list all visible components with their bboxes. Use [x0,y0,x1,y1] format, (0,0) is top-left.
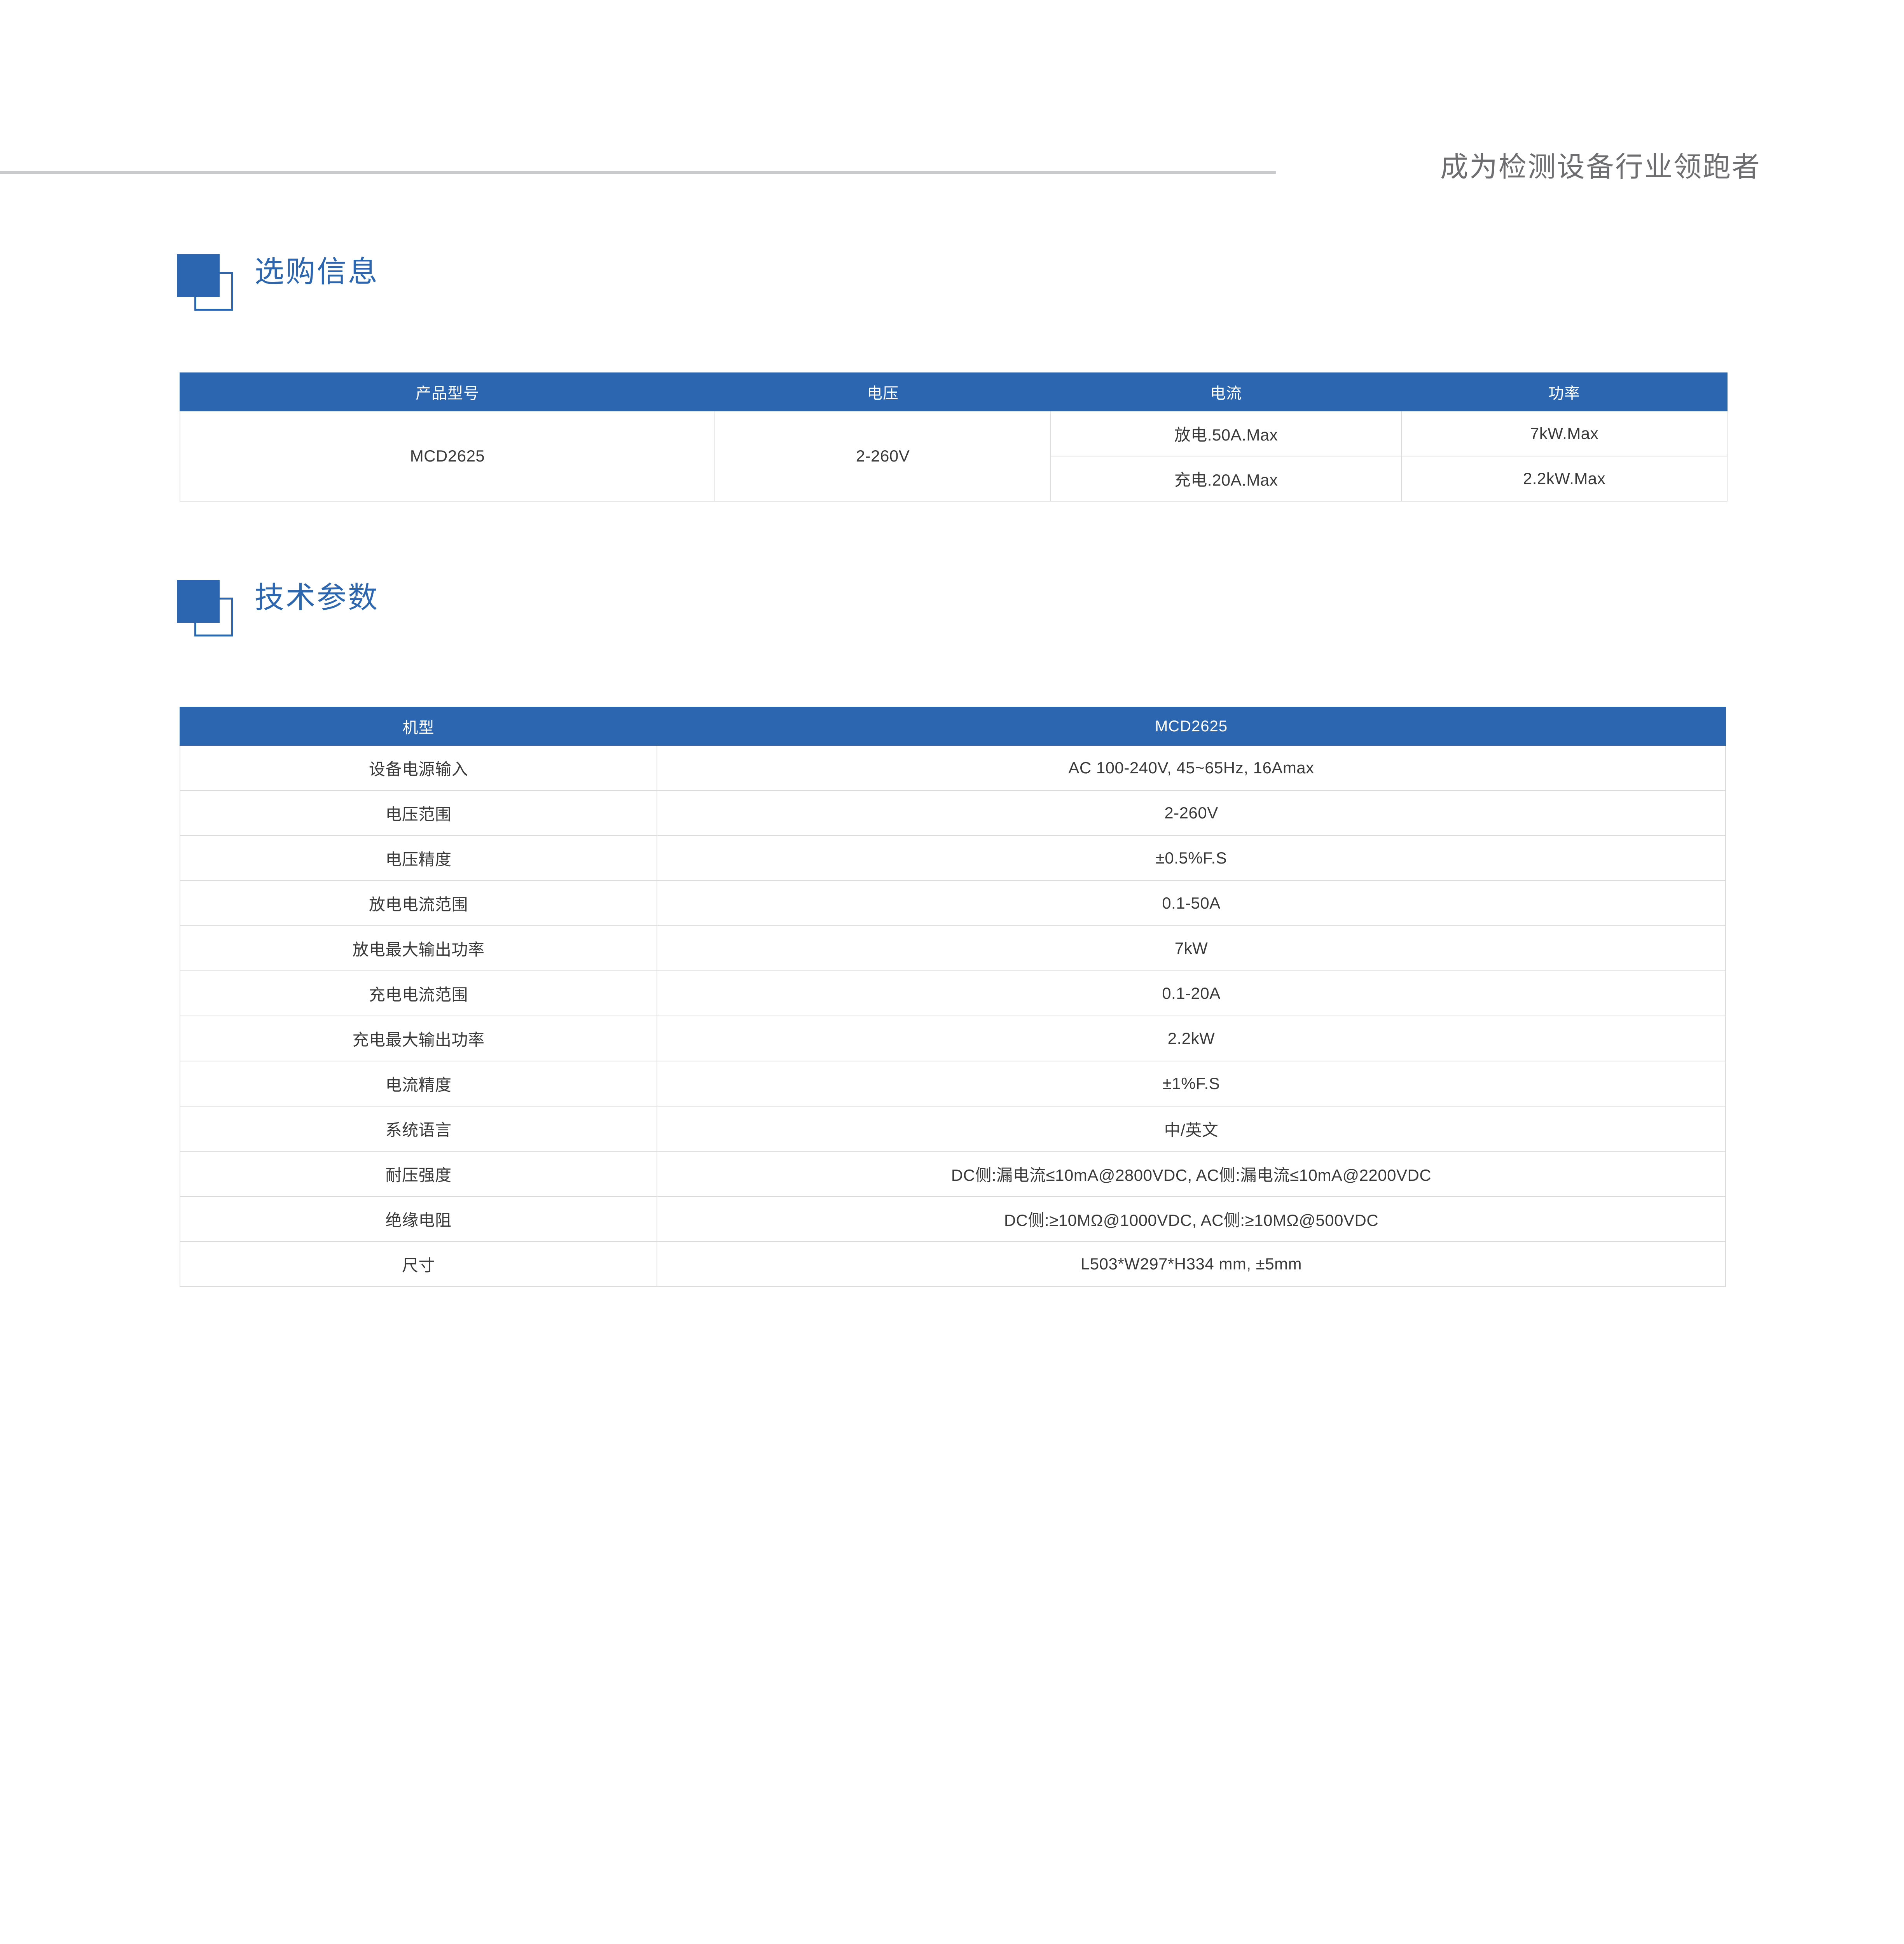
column-header-machine-type: 机型 [180,707,657,746]
spec-value: 2-260V [657,790,1726,836]
spec-label: 电压范围 [180,790,657,836]
cell-power-charge: 2.2kW.Max [1401,456,1728,502]
optional-info-table: 产品型号 电压 电流 功率 MCD2625 2-260V 放电.50A.Max … [180,372,1728,502]
spec-value: 中/英文 [657,1106,1726,1152]
spec-label: 放电电流范围 [180,880,657,926]
optional-info-table-head: 产品型号 电压 电流 功率 [180,372,1728,411]
section-heading-optional-info: 选购信息 [0,249,1904,323]
spec-value: DC侧:≥10MΩ@1000VDC, AC侧:≥10MΩ@500VDC [657,1196,1726,1242]
spec-label: 设备电源输入 [180,745,657,791]
spec-value: L503*W297*H334 mm, ±5mm [657,1241,1726,1287]
column-header-model: 产品型号 [180,372,715,411]
spec-label: 充电最大输出功率 [180,1016,657,1061]
square-filled-icon [177,580,220,623]
section-tech-params: 技术参数 [0,575,1904,649]
spec-label: 尺寸 [180,1241,657,1287]
optional-info-table-body: MCD2625 2-260V 放电.50A.Max 7kW.Max 充电.20A… [180,411,1728,502]
column-header-voltage: 电压 [714,372,1051,411]
section-optional-info: 选购信息 [0,249,1904,323]
spec-label: 电压精度 [180,835,657,881]
cell-model: MCD2625 [180,411,715,502]
square-filled-icon [177,254,220,297]
section-title-optional-info: 选购信息 [255,255,379,288]
header-divider [0,171,1276,174]
spec-value: ±1%F.S [657,1061,1726,1107]
spec-label: 放电最大输出功率 [180,925,657,971]
spec-value: ±0.5%F.S [657,835,1726,881]
cell-power-discharge: 7kW.Max [1401,411,1728,456]
spec-label: 系统语言 [180,1106,657,1152]
cell-current-discharge: 放电.50A.Max [1050,411,1402,456]
table-row: 放电最大输出功率 7kW [180,925,1726,971]
table-row: 电压范围 2-260V [180,790,1726,836]
tech-params-table: 机型 MCD2625 设备电源输入 AC 100-240V, 45~65Hz, … [180,707,1726,1287]
spec-value: DC侧:漏电流≤10mA@2800VDC, AC侧:漏电流≤10mA@2200V… [657,1151,1726,1197]
square-badge-icon [177,580,236,639]
spec-value: AC 100-240V, 45~65Hz, 16Amax [657,745,1726,791]
table-row: 充电电流范围 0.1-20A [180,970,1726,1016]
section-heading-tech-params: 技术参数 [0,575,1904,649]
spec-label: 充电电流范围 [180,970,657,1016]
spec-value: 0.1-20A [657,970,1726,1016]
cell-voltage: 2-260V [714,411,1051,502]
table-row: 绝缘电阻 DC侧:≥10MΩ@1000VDC, AC侧:≥10MΩ@500VDC [180,1196,1726,1242]
table-row: 充电最大输出功率 2.2kW [180,1016,1726,1061]
tech-params-table-body: 设备电源输入 AC 100-240V, 45~65Hz, 16Amax 电压范围… [180,745,1726,1287]
table-row: 耐压强度 DC侧:漏电流≤10mA@2800VDC, AC侧:漏电流≤10mA@… [180,1151,1726,1197]
table-row: 设备电源输入 AC 100-240V, 45~65Hz, 16Amax [180,745,1726,791]
table-row: 放电电流范围 0.1-50A [180,880,1726,926]
column-header-model-value: MCD2625 [657,707,1726,746]
tech-params-table-head: 机型 MCD2625 [180,707,1726,746]
header-tagline: 成为检测设备行业领跑者 [1440,152,1761,183]
table-header-row: 产品型号 电压 电流 功率 [180,372,1728,411]
table-row: 尺寸 L503*W297*H334 mm, ±5mm [180,1241,1726,1287]
spec-value: 0.1-50A [657,880,1726,926]
square-badge-icon [177,254,236,313]
table-row: MCD2625 2-260V 放电.50A.Max 7kW.Max [180,411,1728,502]
table-row: 充电.20A.Max 2.2kW.Max [180,456,1728,502]
table-header-row: 机型 MCD2625 [180,707,1726,746]
page-header: 成为检测设备行业领跑者 [0,0,1904,202]
spec-label: 耐压强度 [180,1151,657,1197]
spec-value: 7kW [657,925,1726,971]
table-row: 电流精度 ±1%F.S [180,1061,1726,1107]
table-row: 系统语言 中/英文 [180,1106,1726,1152]
spec-label: 电流精度 [180,1061,657,1107]
spec-value: 2.2kW [657,1016,1726,1061]
section-title-tech-params: 技术参数 [255,581,379,614]
cell-current-charge: 充电.20A.Max [1050,456,1402,502]
table-row: 电压精度 ±0.5%F.S [180,835,1726,881]
spec-label: 绝缘电阻 [180,1196,657,1242]
column-header-current: 电流 [1050,372,1402,411]
column-header-power: 功率 [1401,372,1728,411]
